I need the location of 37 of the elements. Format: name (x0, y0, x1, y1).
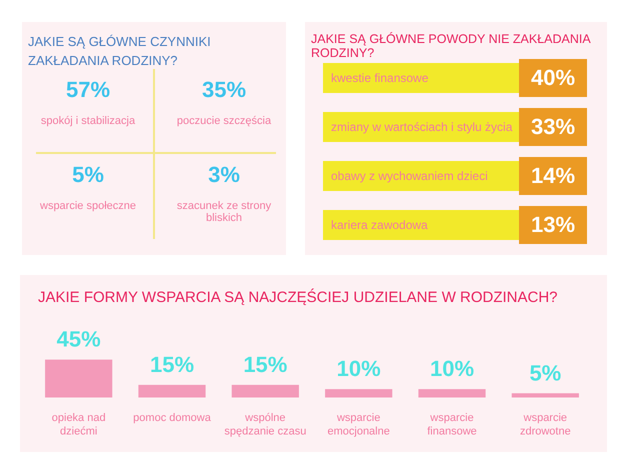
bar (138, 384, 206, 398)
x-tick-label: wsparcie emocjonalne (327, 412, 390, 438)
text: 3% (208, 162, 240, 187)
x-tick-label: opieka nad dziećmi (52, 412, 106, 438)
bar (45, 360, 112, 398)
text: 13% (530, 212, 576, 237)
data-label: 10% (430, 356, 474, 382)
data-label: 10% (336, 356, 381, 382)
x-tick-label: wspólne spędzanie czasu (224, 412, 306, 438)
text: 35% (202, 77, 246, 102)
text: JAKIE SĄ GŁÓWNE CZYNNIKI ZAKŁADANIA RODZINY? (28, 33, 212, 70)
category-label: kariera zawodowa (323, 210, 523, 240)
category-label: zmiany w wartościach i stylu życia (323, 112, 523, 142)
category-label: kwestie finansowe (323, 63, 523, 93)
category-label: szacunek ze strony bliskich (176, 200, 272, 224)
text: 40% (530, 65, 576, 90)
text: 57% (66, 77, 110, 102)
data-label: 15% (243, 352, 288, 377)
category-label: wsparcie społeczne (39, 200, 137, 212)
category-label: obawy z wychowaniem dzieci (323, 161, 523, 191)
category-label: poczucie szczęścia (176, 115, 272, 127)
text: JAKIE SĄ GŁÓWNE POWODY NIE ZAKŁADANIA RODZINY? (311, 32, 592, 60)
x-tick-label: pomoc domowa (133, 412, 212, 424)
text: 14% (530, 163, 576, 188)
data-label: 15% (150, 352, 194, 377)
bar (418, 389, 486, 398)
bar (325, 389, 392, 398)
data-label: 45% (56, 326, 101, 352)
bar (232, 384, 299, 398)
text: 5% (72, 162, 104, 187)
x-tick-label: wsparcie zdrowotne (520, 412, 571, 438)
x-tick-label: wsparcie finansowe (427, 412, 477, 438)
category-label: spokój i stabilizacja (40, 115, 136, 127)
chart-title: JAKIE FORMY WSPARCIA SĄ NAJCZĘŚCIEJ UDZIELANE W RODZINACH? (38, 289, 558, 306)
data-label: 5% (529, 360, 562, 386)
text: 33% (530, 114, 576, 139)
bar (512, 393, 579, 398)
